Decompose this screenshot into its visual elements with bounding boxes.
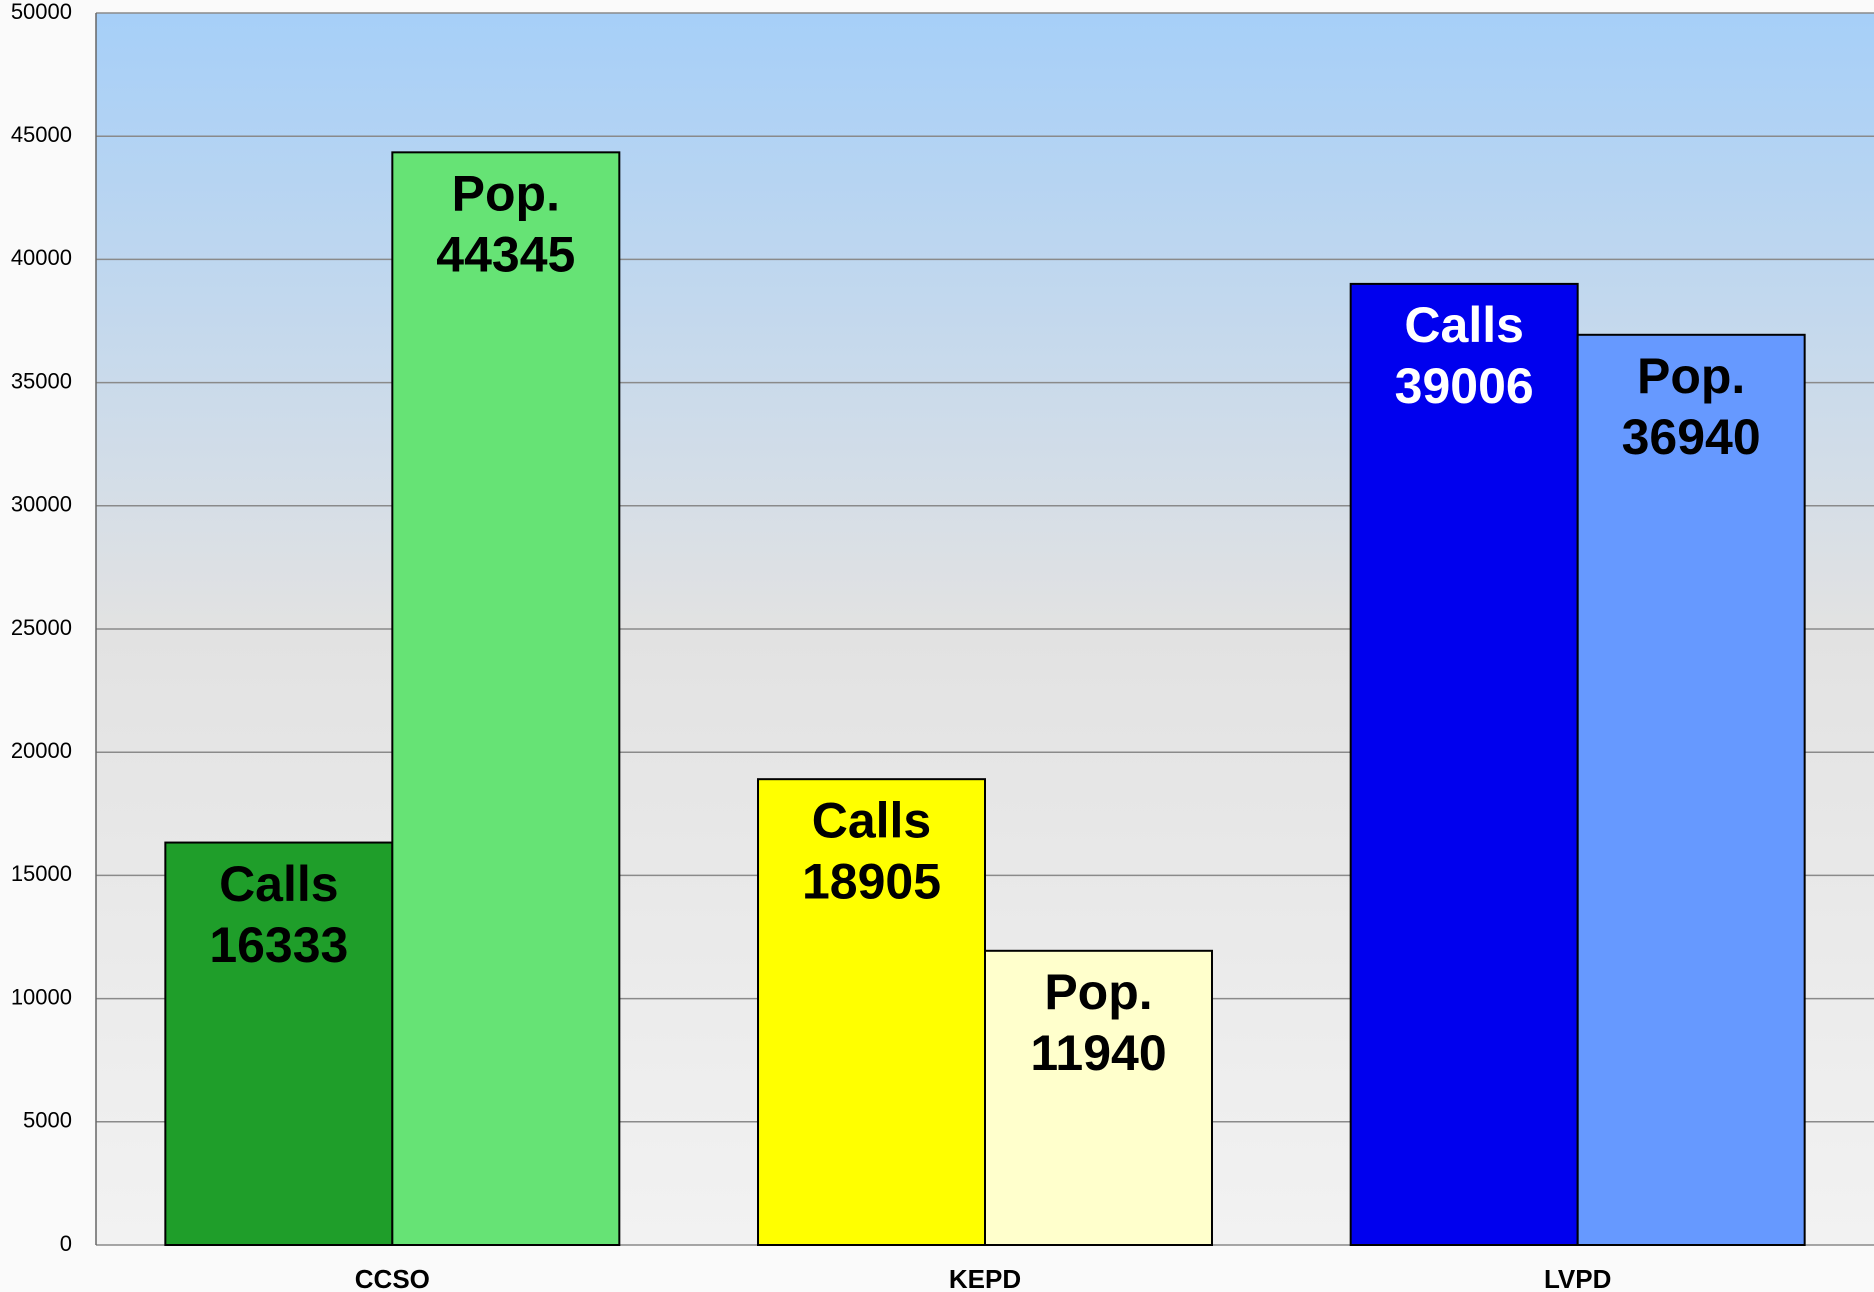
data-label: 36940 <box>1622 409 1761 465</box>
y-tick-label: 0 <box>60 1231 72 1256</box>
x-tick-label: KEPD <box>949 1264 1021 1292</box>
y-tick-label: 45000 <box>11 122 72 147</box>
y-tick-label: 5000 <box>23 1108 72 1133</box>
bar <box>1349 282 1579 1246</box>
x-tick-label: CCSO <box>355 1264 430 1292</box>
y-tick-label: 30000 <box>11 492 72 517</box>
data-label-name: Pop. <box>1637 348 1745 404</box>
x-tick-label: LVPD <box>1544 1264 1611 1292</box>
y-tick-label: 10000 <box>11 984 72 1009</box>
y-tick-label: 20000 <box>11 738 72 763</box>
y-tick-label: 15000 <box>11 861 72 886</box>
bar <box>757 778 986 1246</box>
y-tick-label: 35000 <box>11 368 72 393</box>
data-label-name: Calls <box>219 856 339 912</box>
y-tick-label: 25000 <box>11 615 72 640</box>
data-label: 44345 <box>436 227 575 283</box>
y-tick-label: 40000 <box>11 245 72 270</box>
bar <box>1576 333 1806 1246</box>
bar <box>984 949 1213 1246</box>
y-tick-label: 50000 <box>11 0 72 24</box>
data-label: 39006 <box>1395 358 1534 414</box>
data-label-name: Calls <box>1404 297 1524 353</box>
data-label-name: Pop. <box>1044 964 1152 1020</box>
data-label: 16333 <box>209 917 348 973</box>
data-label: 11940 <box>1030 1025 1166 1081</box>
bar <box>164 841 394 1246</box>
data-label-name: Pop. <box>452 166 560 222</box>
data-label: 18905 <box>802 853 941 909</box>
bar <box>391 151 621 1246</box>
data-label-name: Calls <box>812 792 932 848</box>
